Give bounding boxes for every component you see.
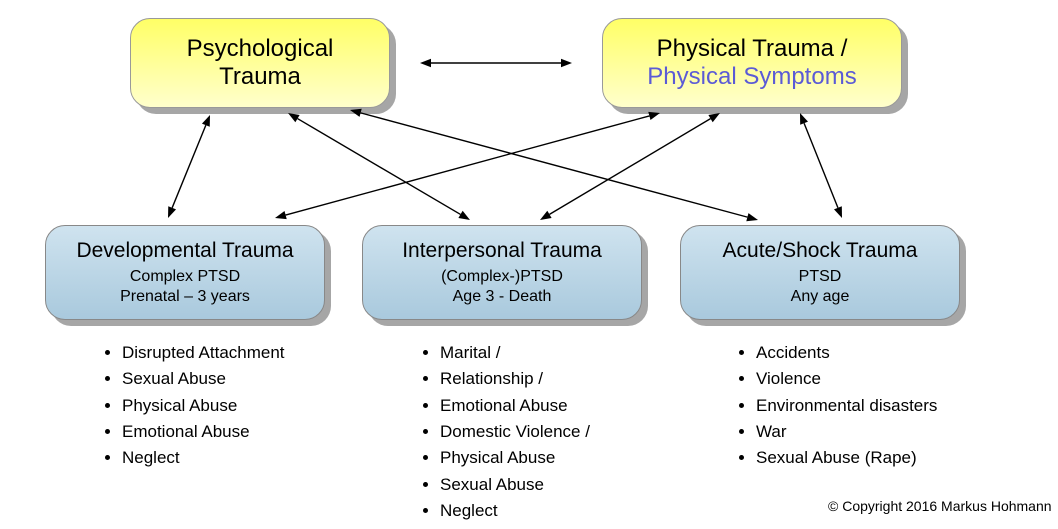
bullets-dev-item: Emotional Abuse xyxy=(122,419,285,445)
bullets-inter-item: Marital / xyxy=(440,340,590,366)
bottom-node-acute-title: Acute/Shock Trauma xyxy=(723,238,918,264)
bottom-node-dev-title: Developmental Trauma xyxy=(76,238,293,264)
bottom-node-acute: Acute/Shock Trauma PTSDAny age xyxy=(680,225,960,320)
top-node-phys: Physical Trauma /Physical Symptoms xyxy=(602,18,902,108)
arrow-psych-acute xyxy=(350,109,758,221)
bullets-dev-item: Sexual Abuse xyxy=(122,366,285,392)
arrow-psych-phys xyxy=(420,59,572,67)
bullets-acute-item: War xyxy=(756,419,937,445)
bullets-dev-item: Disrupted Attachment xyxy=(122,340,285,366)
arrow-phys-acute xyxy=(800,113,842,218)
top-node-phys-line2: Physical Symptoms xyxy=(647,63,856,91)
bottom-node-dev-sub2: Prenatal – 3 years xyxy=(120,287,250,307)
bullets-acute-item: Accidents xyxy=(756,340,937,366)
bottom-node-inter: Interpersonal Trauma (Complex-)PTSDAge 3 … xyxy=(362,225,642,320)
bullets-dev: Disrupted AttachmentSexual AbusePhysical… xyxy=(100,340,285,472)
arrow-phys-inter xyxy=(540,113,720,220)
bottom-node-dev: Developmental Trauma Complex PTSDPrenatal… xyxy=(45,225,325,320)
bottom-node-acute-sub1: PTSD xyxy=(799,267,842,287)
arrow-psych-dev xyxy=(168,115,210,218)
bullets-inter-item: Neglect xyxy=(440,498,590,524)
top-node-psych-line2: Trauma xyxy=(219,63,301,91)
bottom-node-inter-sub1: (Complex-)PTSD xyxy=(441,267,563,287)
bullets-inter-item: Emotional Abuse xyxy=(440,393,590,419)
bullets-inter: Marital /Relationship /Emotional AbuseDo… xyxy=(418,340,590,524)
bullets-acute-item: Sexual Abuse (Rape) xyxy=(756,445,937,471)
bottom-node-dev-sub1: Complex PTSD xyxy=(130,267,240,287)
bullets-inter-item: Sexual Abuse xyxy=(440,472,590,498)
bullets-inter-item: Domestic Violence / xyxy=(440,419,590,445)
bullets-dev-item: Neglect xyxy=(122,445,285,471)
copyright-text: © Copyright 2016 Markus Hohmann xyxy=(828,498,1052,514)
bottom-node-inter-sub2: Age 3 - Death xyxy=(453,287,552,307)
bottom-node-inter-title: Interpersonal Trauma xyxy=(402,238,602,264)
arrow-phys-dev xyxy=(275,112,660,219)
top-node-psych: PsychologicalTrauma xyxy=(130,18,390,108)
top-node-psych-line1: Psychological xyxy=(187,35,334,63)
arrow-psych-inter xyxy=(288,113,470,220)
bullets-acute-item: Environmental disasters xyxy=(756,393,937,419)
top-node-phys-line1: Physical Trauma / xyxy=(657,35,848,63)
bullets-dev-item: Physical Abuse xyxy=(122,393,285,419)
bullets-inter-item: Relationship / xyxy=(440,366,590,392)
bottom-node-acute-sub2: Any age xyxy=(791,287,850,307)
bullets-acute-item: Violence xyxy=(756,366,937,392)
bullets-acute: AccidentsViolenceEnvironmental disasters… xyxy=(734,340,937,472)
bullets-inter-item: Physical Abuse xyxy=(440,445,590,471)
